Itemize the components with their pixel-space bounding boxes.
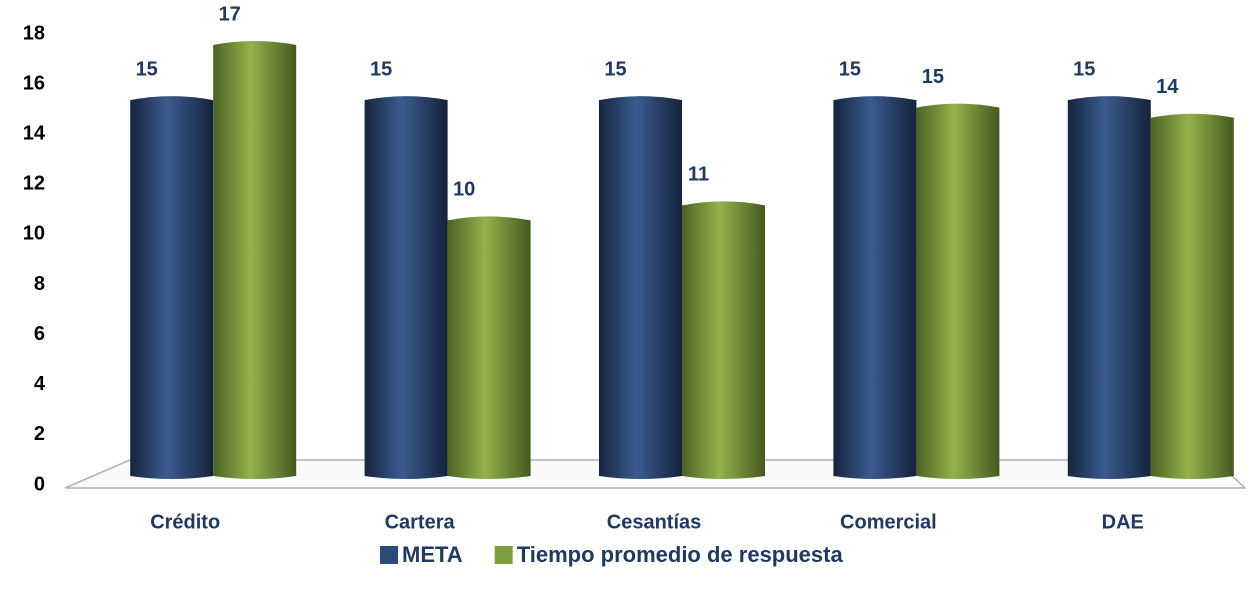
bar bbox=[682, 201, 765, 479]
x-tick-label: Comercial bbox=[840, 511, 937, 533]
y-tick-label: 10 bbox=[23, 223, 45, 245]
y-tick-label: 4 bbox=[34, 373, 46, 395]
data-label: 15 bbox=[370, 58, 392, 80]
data-label: 15 bbox=[839, 58, 861, 80]
data-label: 10 bbox=[453, 179, 475, 201]
bar bbox=[364, 96, 448, 480]
x-tick-label: Crédito bbox=[150, 511, 220, 533]
y-tick-label: 2 bbox=[34, 423, 45, 445]
bar bbox=[599, 96, 682, 480]
legend-label: Tiempo promedio de respuesta bbox=[517, 542, 844, 567]
legend-label: META bbox=[402, 542, 463, 567]
y-tick-label: 8 bbox=[34, 273, 45, 295]
x-tick-label: Cesantías bbox=[607, 511, 702, 533]
bar bbox=[130, 96, 214, 480]
data-label: 11 bbox=[688, 164, 709, 186]
bar bbox=[1150, 113, 1234, 479]
y-tick-label: 16 bbox=[23, 72, 45, 94]
y-tick-label: 6 bbox=[34, 323, 45, 345]
data-label: 15 bbox=[922, 66, 944, 88]
data-label: 14 bbox=[1156, 76, 1179, 98]
bar bbox=[916, 103, 1000, 479]
legend-swatch bbox=[494, 546, 513, 564]
data-label: 17 bbox=[219, 3, 241, 25]
data-label: 15 bbox=[604, 58, 626, 80]
data-label: 15 bbox=[1073, 58, 1095, 80]
x-tick-label: DAE bbox=[1102, 511, 1144, 533]
data-label: 15 bbox=[136, 58, 158, 80]
bar bbox=[447, 216, 531, 479]
y-tick-label: 0 bbox=[34, 473, 45, 495]
y-tick-label: 14 bbox=[23, 123, 46, 145]
legend-swatch bbox=[380, 546, 398, 564]
bar bbox=[213, 41, 297, 480]
y-tick-label: 12 bbox=[23, 173, 45, 195]
y-tick-label: 18 bbox=[23, 22, 45, 44]
bar bbox=[1067, 96, 1151, 480]
x-tick-label: Cartera bbox=[385, 511, 456, 533]
bar bbox=[833, 96, 917, 480]
